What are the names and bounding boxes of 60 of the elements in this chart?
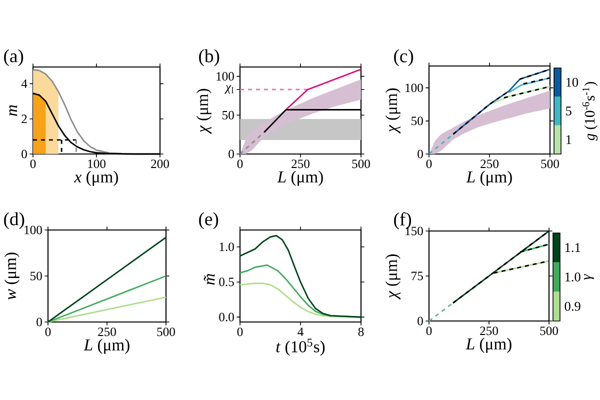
y-tick-label: 0 [418,316,423,326]
y-tick-label: 0 [36,318,42,326]
y-tick-label: 100 [216,72,234,81]
y-axis-title: w (μm) [4,252,20,300]
x-tick-label: 8 [358,328,364,336]
x-tick-label: 500 [157,328,175,336]
y-tick-label: 100 [24,226,42,234]
y-tick-label: 100 [406,84,423,92]
y-tick-label: 50 [222,110,234,120]
y-tick-label: 0 [418,150,423,158]
text: (a) [4,49,24,66]
y-tick-label: 0.5 [219,278,234,286]
x-tick-label: 0 [237,328,243,336]
legend-label: 5 [566,106,572,116]
x-tick-label: 250 [98,328,116,336]
x-axis-title: t (10$^{5}$s) [276,338,325,356]
text: (d) [4,212,24,230]
y-tick-label: 4 [21,80,28,88]
x-axis-title: L (μm) [277,170,323,186]
legend-title: g (10$^{-6}$s$^{-1}$) [582,82,598,141]
text: (b) [199,49,220,66]
y-tick-label: 1.0 [220,242,234,252]
x-tick-label: 200 [151,160,169,168]
y-tick-label: 0 [228,150,234,158]
y-tick-label: χ$_{l}$ [224,85,234,94]
x-axis-title: L (μm) [466,170,512,186]
y-axis-title: m [9,105,18,116]
y-axis-title: χ (μm) [385,88,400,134]
legend-label: 1 [566,135,572,144]
x-tick-label: 4 [298,328,304,336]
text: (c) [394,49,414,66]
x-tick-label: 0 [426,326,432,336]
y-tick-label: 50 [412,116,423,126]
x-axis-title: x (μm) [74,170,118,186]
y-tick-label: 2 [22,114,27,124]
x-tick-label: 500 [540,326,558,336]
x-axis-title: L (μm) [466,338,512,353]
x-tick-label: 250 [480,160,498,168]
y-tick-label: 50 [30,272,42,280]
legend-label: 1.1 [565,243,580,252]
y-tick-label: 75 [412,272,423,280]
legend-label: 0.9 [564,302,580,311]
text: (e) [199,212,218,230]
x-tick-label: 100 [88,160,106,168]
y-axis-title: χ (μm) [385,254,400,300]
y-axis-title: m̃ [204,274,215,285]
x-tick-label: 500 [541,160,559,168]
legend-title: γ [584,274,594,280]
x-tick-label: 250 [292,160,310,168]
x-axis-title: L (μm) [84,338,130,354]
x-tick-label: 0 [45,328,51,336]
x-tick-label: 500 [352,160,370,168]
legend-label: 1.0 [565,272,580,282]
x-tick-label: 0 [426,160,432,168]
x-tick-label: 0 [237,160,243,168]
legend-label: 10 [566,78,578,87]
y-axis-title: χ (μm) [196,88,212,134]
y-tick-label: 0 [22,150,27,158]
x-tick-label: 250 [480,326,498,336]
y-tick-label: 0.0 [219,312,234,322]
